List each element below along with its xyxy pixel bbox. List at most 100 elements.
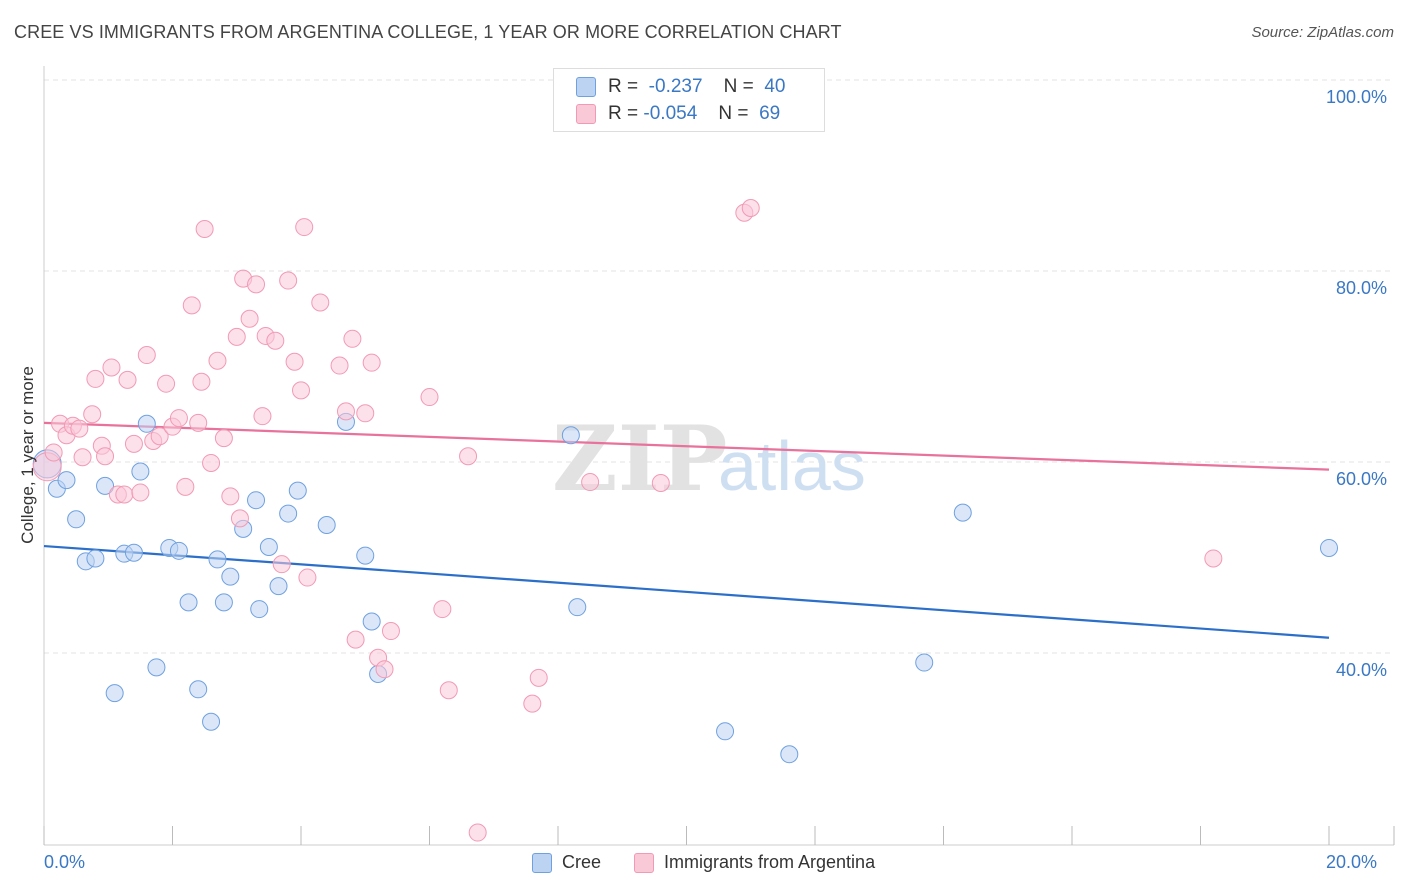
cree-point	[137, 414, 156, 433]
argentina-point	[70, 419, 89, 438]
argentina-point	[137, 346, 156, 365]
cree-trend-line	[43, 544, 1330, 639]
argentina-point	[741, 198, 760, 217]
argentina-swatch-icon	[634, 852, 654, 873]
cree-point	[105, 684, 124, 703]
cree-point	[780, 745, 799, 764]
argentina-point	[131, 483, 150, 502]
cree-swatch-icon	[532, 852, 552, 873]
y-axis-label: College, 1 year or more	[18, 366, 37, 544]
argentina-point	[96, 447, 115, 466]
cree-point	[362, 612, 381, 631]
argentina-point	[420, 388, 439, 407]
legend-n-value: 69	[759, 103, 781, 124]
argentina-point	[343, 329, 362, 348]
legend-n-label: N =	[718, 103, 749, 124]
argentina-point	[118, 370, 137, 389]
bottom-legend-argentina: Immigrants from Argentina	[634, 852, 875, 873]
legend-r-value: -0.237	[648, 76, 703, 97]
cree-point	[568, 598, 587, 617]
y-tick-80: 80.0%	[1336, 278, 1388, 298]
grid-lines	[44, 79, 1394, 654]
cree-point	[915, 653, 934, 672]
cree-point	[67, 510, 86, 529]
argentina-point	[581, 473, 600, 492]
cree-point	[561, 426, 580, 445]
argentina-point	[285, 352, 304, 371]
argentina-point	[124, 434, 143, 453]
cree-point	[169, 541, 188, 560]
argentina-point	[459, 447, 478, 466]
argentina-point	[279, 271, 298, 290]
argentina-point	[298, 568, 317, 587]
cree-point	[259, 537, 278, 556]
cree-point	[247, 491, 266, 510]
argentina-point	[240, 309, 259, 328]
cree-point	[189, 680, 208, 699]
correlation-legend: R = -0.237 N = 40 R = -0.054 N = 69	[553, 68, 825, 132]
argentina-point	[523, 694, 542, 713]
argentina-point	[230, 509, 249, 528]
cree-point	[250, 600, 269, 619]
cree-point	[356, 546, 375, 565]
argentina-point	[227, 327, 246, 346]
argentina-point	[150, 427, 169, 446]
argentina-point	[176, 477, 195, 496]
argentina-point	[362, 353, 381, 372]
y-tick-60: 60.0%	[1336, 469, 1388, 489]
cree-point	[279, 504, 298, 523]
trend-lines	[43, 421, 1330, 639]
cree-point	[96, 476, 115, 495]
cree-point	[147, 658, 166, 677]
cree-point	[202, 712, 221, 731]
argentina-point	[292, 381, 310, 400]
argentina-swatch-icon	[576, 104, 596, 124]
argentina-point	[44, 443, 63, 462]
source-label: Source: ZipAtlas.com	[1251, 24, 1394, 41]
argentina-point	[266, 331, 285, 350]
data-points	[32, 99, 1338, 842]
bottom-legend-cree: Cree	[532, 852, 601, 873]
legend-r-label: R =	[608, 76, 639, 97]
cree-point	[179, 593, 198, 612]
argentina-point	[1204, 549, 1223, 568]
argentina-point	[529, 668, 548, 687]
argentina-trend-line	[43, 421, 1330, 471]
argentina-point	[157, 374, 176, 393]
cree-swatch-icon	[576, 77, 596, 97]
watermark: ZIP atlas	[552, 406, 866, 512]
argentina-point	[651, 474, 670, 493]
legend-r-value: -0.054	[643, 103, 698, 124]
watermark-zip: ZIP	[552, 406, 727, 512]
argentina-point	[202, 453, 221, 472]
cree-point	[221, 567, 240, 586]
argentina-point	[336, 402, 355, 421]
cree-point	[269, 577, 288, 596]
argentina-point	[253, 407, 272, 426]
argentina-point	[169, 409, 188, 428]
argentina-point	[356, 404, 375, 423]
argentina-point	[214, 429, 233, 448]
argentina-point	[381, 622, 400, 641]
legend-n-value: 40	[764, 76, 786, 97]
cree-point	[86, 549, 105, 568]
y-tick-100: 100.0%	[1326, 87, 1388, 107]
chart-title: CREE VS IMMIGRANTS FROM ARGENTINA COLLEG…	[14, 22, 842, 42]
argentina-point	[208, 351, 227, 370]
legend-row-argentina: R = -0.054 N = 69	[576, 102, 780, 126]
legend-row-cree: R = -0.237 N = 40	[576, 75, 785, 99]
argentina-point	[346, 630, 365, 649]
legend-n-label: N =	[723, 76, 754, 97]
argentina-point	[247, 275, 266, 294]
y-tick-40: 40.0%	[1336, 660, 1388, 680]
legend-r-label: R =	[608, 103, 639, 124]
x-tick-max: 20.0%	[1326, 852, 1378, 872]
argentina-point	[192, 372, 211, 391]
argentina-point	[182, 296, 201, 315]
argentina-point	[189, 413, 208, 432]
argentina-point	[295, 218, 314, 237]
cree-point	[208, 550, 227, 569]
argentina-point	[221, 487, 240, 506]
cree-point	[214, 593, 233, 612]
